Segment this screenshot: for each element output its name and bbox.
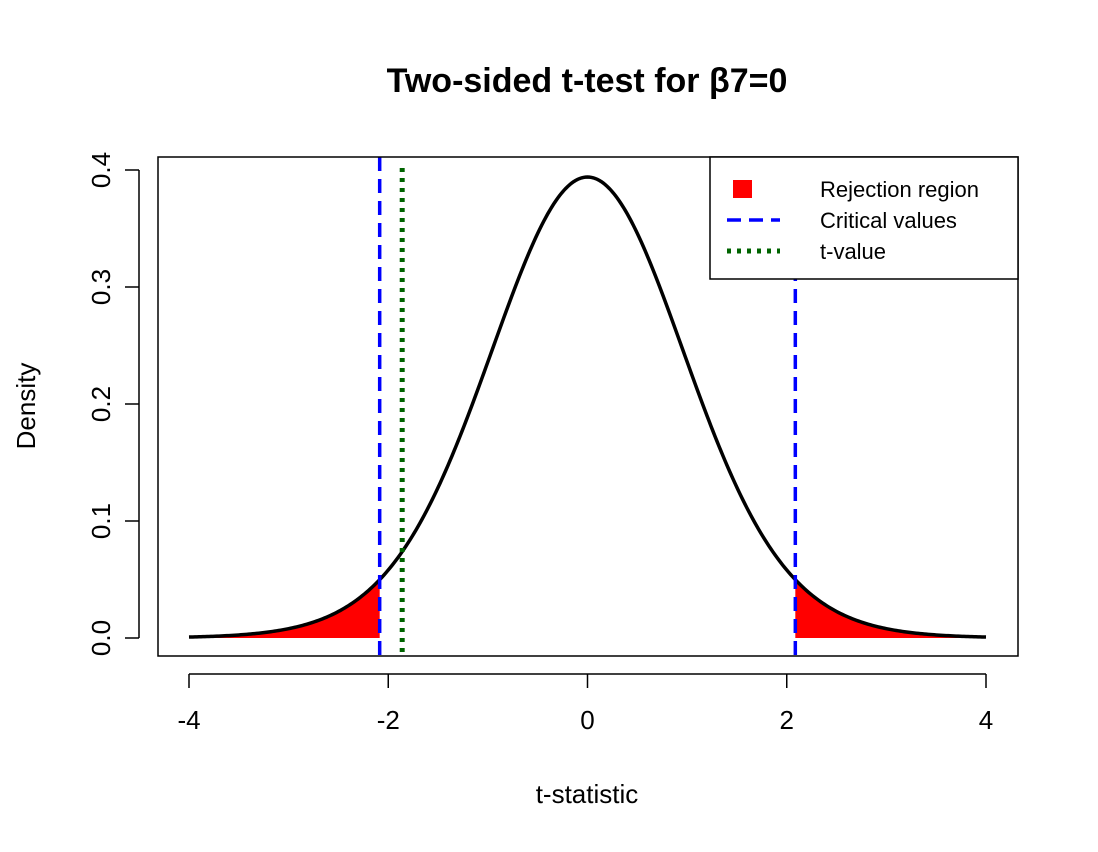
legend-label: t-value xyxy=(820,239,886,264)
x-axis: -4 -2 0 2 4 xyxy=(177,673,993,735)
x-tick-label: -2 xyxy=(377,705,400,735)
plot-frame xyxy=(157,156,1019,657)
y-tick-label: 0.1 xyxy=(86,503,116,539)
y-axis-label: Density xyxy=(11,363,41,450)
reference-lines xyxy=(377,157,798,656)
y-axis: 0.0 0.1 0.2 0.3 0.4 xyxy=(86,152,140,656)
legend-swatch-rejection-region xyxy=(733,180,752,198)
x-axis-label: t-statistic xyxy=(536,779,639,809)
x-tick-label: 4 xyxy=(979,705,993,735)
rejection-region-fills xyxy=(189,579,986,638)
x-tick-label: -4 xyxy=(177,705,200,735)
density-curve xyxy=(188,175,987,639)
y-tick-label: 0.0 xyxy=(86,620,116,656)
x-tick-label: 0 xyxy=(580,705,594,735)
chart-title: Two-sided t-test for β7=0 xyxy=(387,62,788,100)
legend: Rejection region Critical values t-value xyxy=(709,156,1019,280)
y-tick-label: 0.3 xyxy=(86,269,116,305)
rejection-region-right xyxy=(795,579,986,638)
density-curve-layer xyxy=(188,175,987,639)
legend-box xyxy=(709,156,1019,280)
legend-label: Critical values xyxy=(820,208,957,233)
y-tick-label: 0.2 xyxy=(86,386,116,422)
legend-label: Rejection region xyxy=(820,177,979,202)
y-tick-label: 0.4 xyxy=(86,152,116,188)
rejection-region-left xyxy=(189,579,380,638)
x-tick-label: 2 xyxy=(780,705,794,735)
